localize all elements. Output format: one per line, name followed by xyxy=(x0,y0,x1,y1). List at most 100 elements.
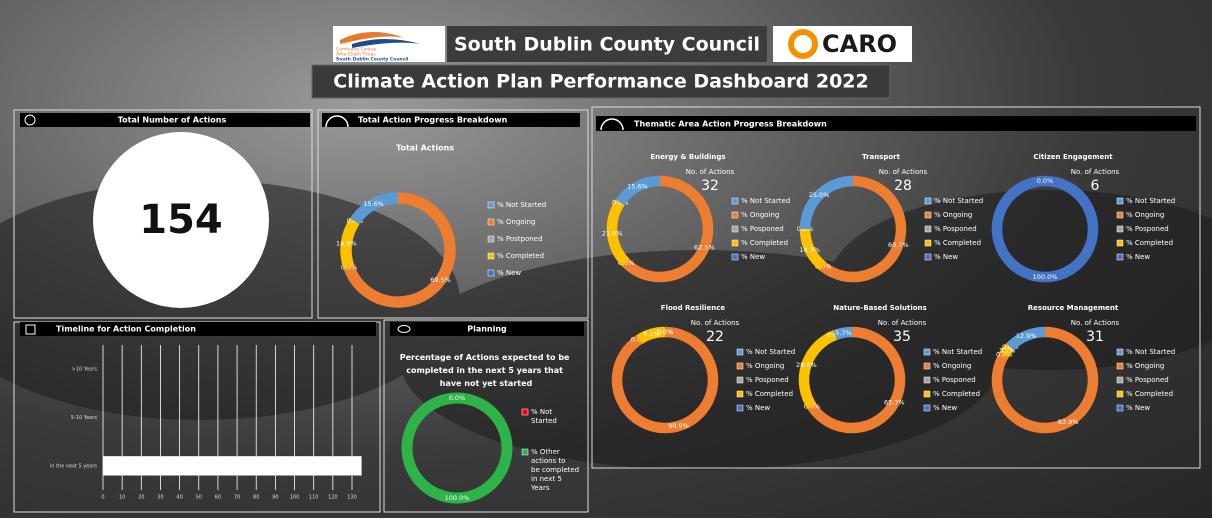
chart-subtitle: Total Actions xyxy=(396,144,454,153)
logo-text: South Dublin County Council xyxy=(336,57,409,63)
legend-label: % Completed xyxy=(1126,390,1173,398)
legend-swatch xyxy=(732,240,738,246)
value-label: 83.9% xyxy=(1058,418,1079,426)
x-tick-label: 120 xyxy=(328,495,338,501)
value-label: 15.6% xyxy=(363,200,384,208)
legend-swatch xyxy=(1117,212,1123,218)
chart-title: Flood Resilience xyxy=(661,304,726,312)
legend-swatch xyxy=(924,363,930,369)
legend-label: % Not Started xyxy=(1126,348,1175,356)
logo-text: Átha Cliath Theas xyxy=(336,51,376,58)
y-tick-label: >10 Years xyxy=(72,367,98,373)
legend-label: % New xyxy=(746,404,770,412)
legend-swatch xyxy=(488,202,494,208)
legend-swatch xyxy=(925,212,931,218)
legend-swatch xyxy=(522,409,528,415)
legend-label: % New xyxy=(741,253,765,261)
legend-label: % Completed xyxy=(1126,239,1173,247)
legend-swatch xyxy=(737,377,743,383)
legend-label: % Postponed xyxy=(497,235,542,243)
legend-label: % Not Started xyxy=(497,201,546,209)
legend-swatch xyxy=(488,270,494,276)
x-tick-label: 110 xyxy=(309,495,319,501)
legend-swatch xyxy=(737,405,743,411)
x-tick-label: 20 xyxy=(138,495,144,501)
x-tick-label: 80 xyxy=(253,495,259,501)
legend-label: % Completed xyxy=(497,252,544,260)
value-label: 0.0% xyxy=(449,394,466,402)
legend-label: % Ongoing xyxy=(741,211,779,219)
value-label: 90.9% xyxy=(668,422,689,430)
legend-swatch xyxy=(1117,226,1123,232)
legend-label: % New xyxy=(1126,253,1150,261)
legend-label: % Ongoing xyxy=(1126,211,1164,219)
legend-swatch xyxy=(924,377,930,383)
panel-title: Timeline for Action Completion xyxy=(56,325,196,334)
value-label: 25.0% xyxy=(809,191,830,199)
x-tick-label: 30 xyxy=(157,495,163,501)
value-label: 28.6% xyxy=(796,361,817,369)
legend-label: % Ongoing xyxy=(497,218,535,226)
legend-label: % Posponed xyxy=(1126,225,1169,233)
value-label: 100.0% xyxy=(445,494,470,502)
count-value: 32 xyxy=(701,178,719,194)
legend-swatch xyxy=(737,391,743,397)
x-tick-label: 130 xyxy=(347,495,357,501)
x-tick-label: 70 xyxy=(234,495,240,501)
legend-label: % Completed xyxy=(746,390,793,398)
y-tick-label: 5-10 Years xyxy=(71,415,98,421)
legend-label: % Posponed xyxy=(933,376,976,384)
legend-swatch xyxy=(924,349,930,355)
x-tick-label: 0 xyxy=(101,495,104,501)
legend-swatch xyxy=(732,198,738,204)
legend-label: % Posponed xyxy=(934,225,977,233)
legend-swatch xyxy=(925,198,931,204)
value-label: 60.7% xyxy=(888,241,909,249)
panel-title: Total Number of Actions xyxy=(118,116,227,125)
legend-swatch xyxy=(732,226,738,232)
x-tick-label: 100 xyxy=(290,495,300,501)
x-tick-label: 60 xyxy=(215,495,221,501)
legend-swatch xyxy=(1117,363,1123,369)
legend-swatch xyxy=(1117,254,1123,260)
value-label: 14.9% xyxy=(336,240,357,248)
count-value: 31 xyxy=(1086,329,1104,345)
chart-title: Nature-Based Solutions xyxy=(833,304,926,312)
legend-label: % Posponed xyxy=(1126,376,1169,384)
legend-swatch xyxy=(1117,240,1123,246)
legend-label: % Not Started xyxy=(934,197,983,205)
legend-swatch xyxy=(522,449,528,455)
panel-title: Planning xyxy=(467,325,507,334)
legend-label: % Ongoing xyxy=(933,362,971,370)
chart-title: Resource Management xyxy=(1028,304,1119,312)
legend-swatch xyxy=(924,391,930,397)
legend-label: % Completed xyxy=(933,390,980,398)
legend-swatch xyxy=(488,236,494,242)
count-label: No. of Actions xyxy=(1071,319,1120,327)
panel-title: Thematic Area Action Progress Breakdown xyxy=(634,120,827,129)
legend-swatch xyxy=(1117,405,1123,411)
legend-swatch xyxy=(925,240,931,246)
x-tick-label: 90 xyxy=(272,495,278,501)
chart-title: Transport xyxy=(862,153,901,161)
legend-label: % Not Started xyxy=(933,348,982,356)
legend-label: % Ongoing xyxy=(746,362,784,370)
legend-label: % Posponed xyxy=(741,225,784,233)
legend-label: % Not Started xyxy=(531,408,557,425)
legend-swatch xyxy=(1117,349,1123,355)
legend-swatch xyxy=(1117,391,1123,397)
dashboard-canvas: Comhairle Contae Átha Cliath Theas South… xyxy=(0,0,1212,518)
legend-label: % Not Started xyxy=(746,348,795,356)
kpi-value: 154 xyxy=(139,197,223,243)
partner-name: CARO xyxy=(822,30,897,58)
dashboard: Comhairle Contae Átha Cliath Theas South… xyxy=(0,0,1212,518)
chart-title: Citizen Engagement xyxy=(1033,153,1113,161)
value-label: 69.5% xyxy=(430,276,451,284)
count-label: No. of Actions xyxy=(1071,168,1120,176)
legend-label: % New xyxy=(934,253,958,261)
count-value: 6 xyxy=(1091,178,1100,194)
legend-swatch xyxy=(925,254,931,260)
x-tick-label: 40 xyxy=(176,495,182,501)
panel-title: Total Action Progress Breakdown xyxy=(358,116,508,125)
legend-label: % Completed xyxy=(934,239,981,247)
